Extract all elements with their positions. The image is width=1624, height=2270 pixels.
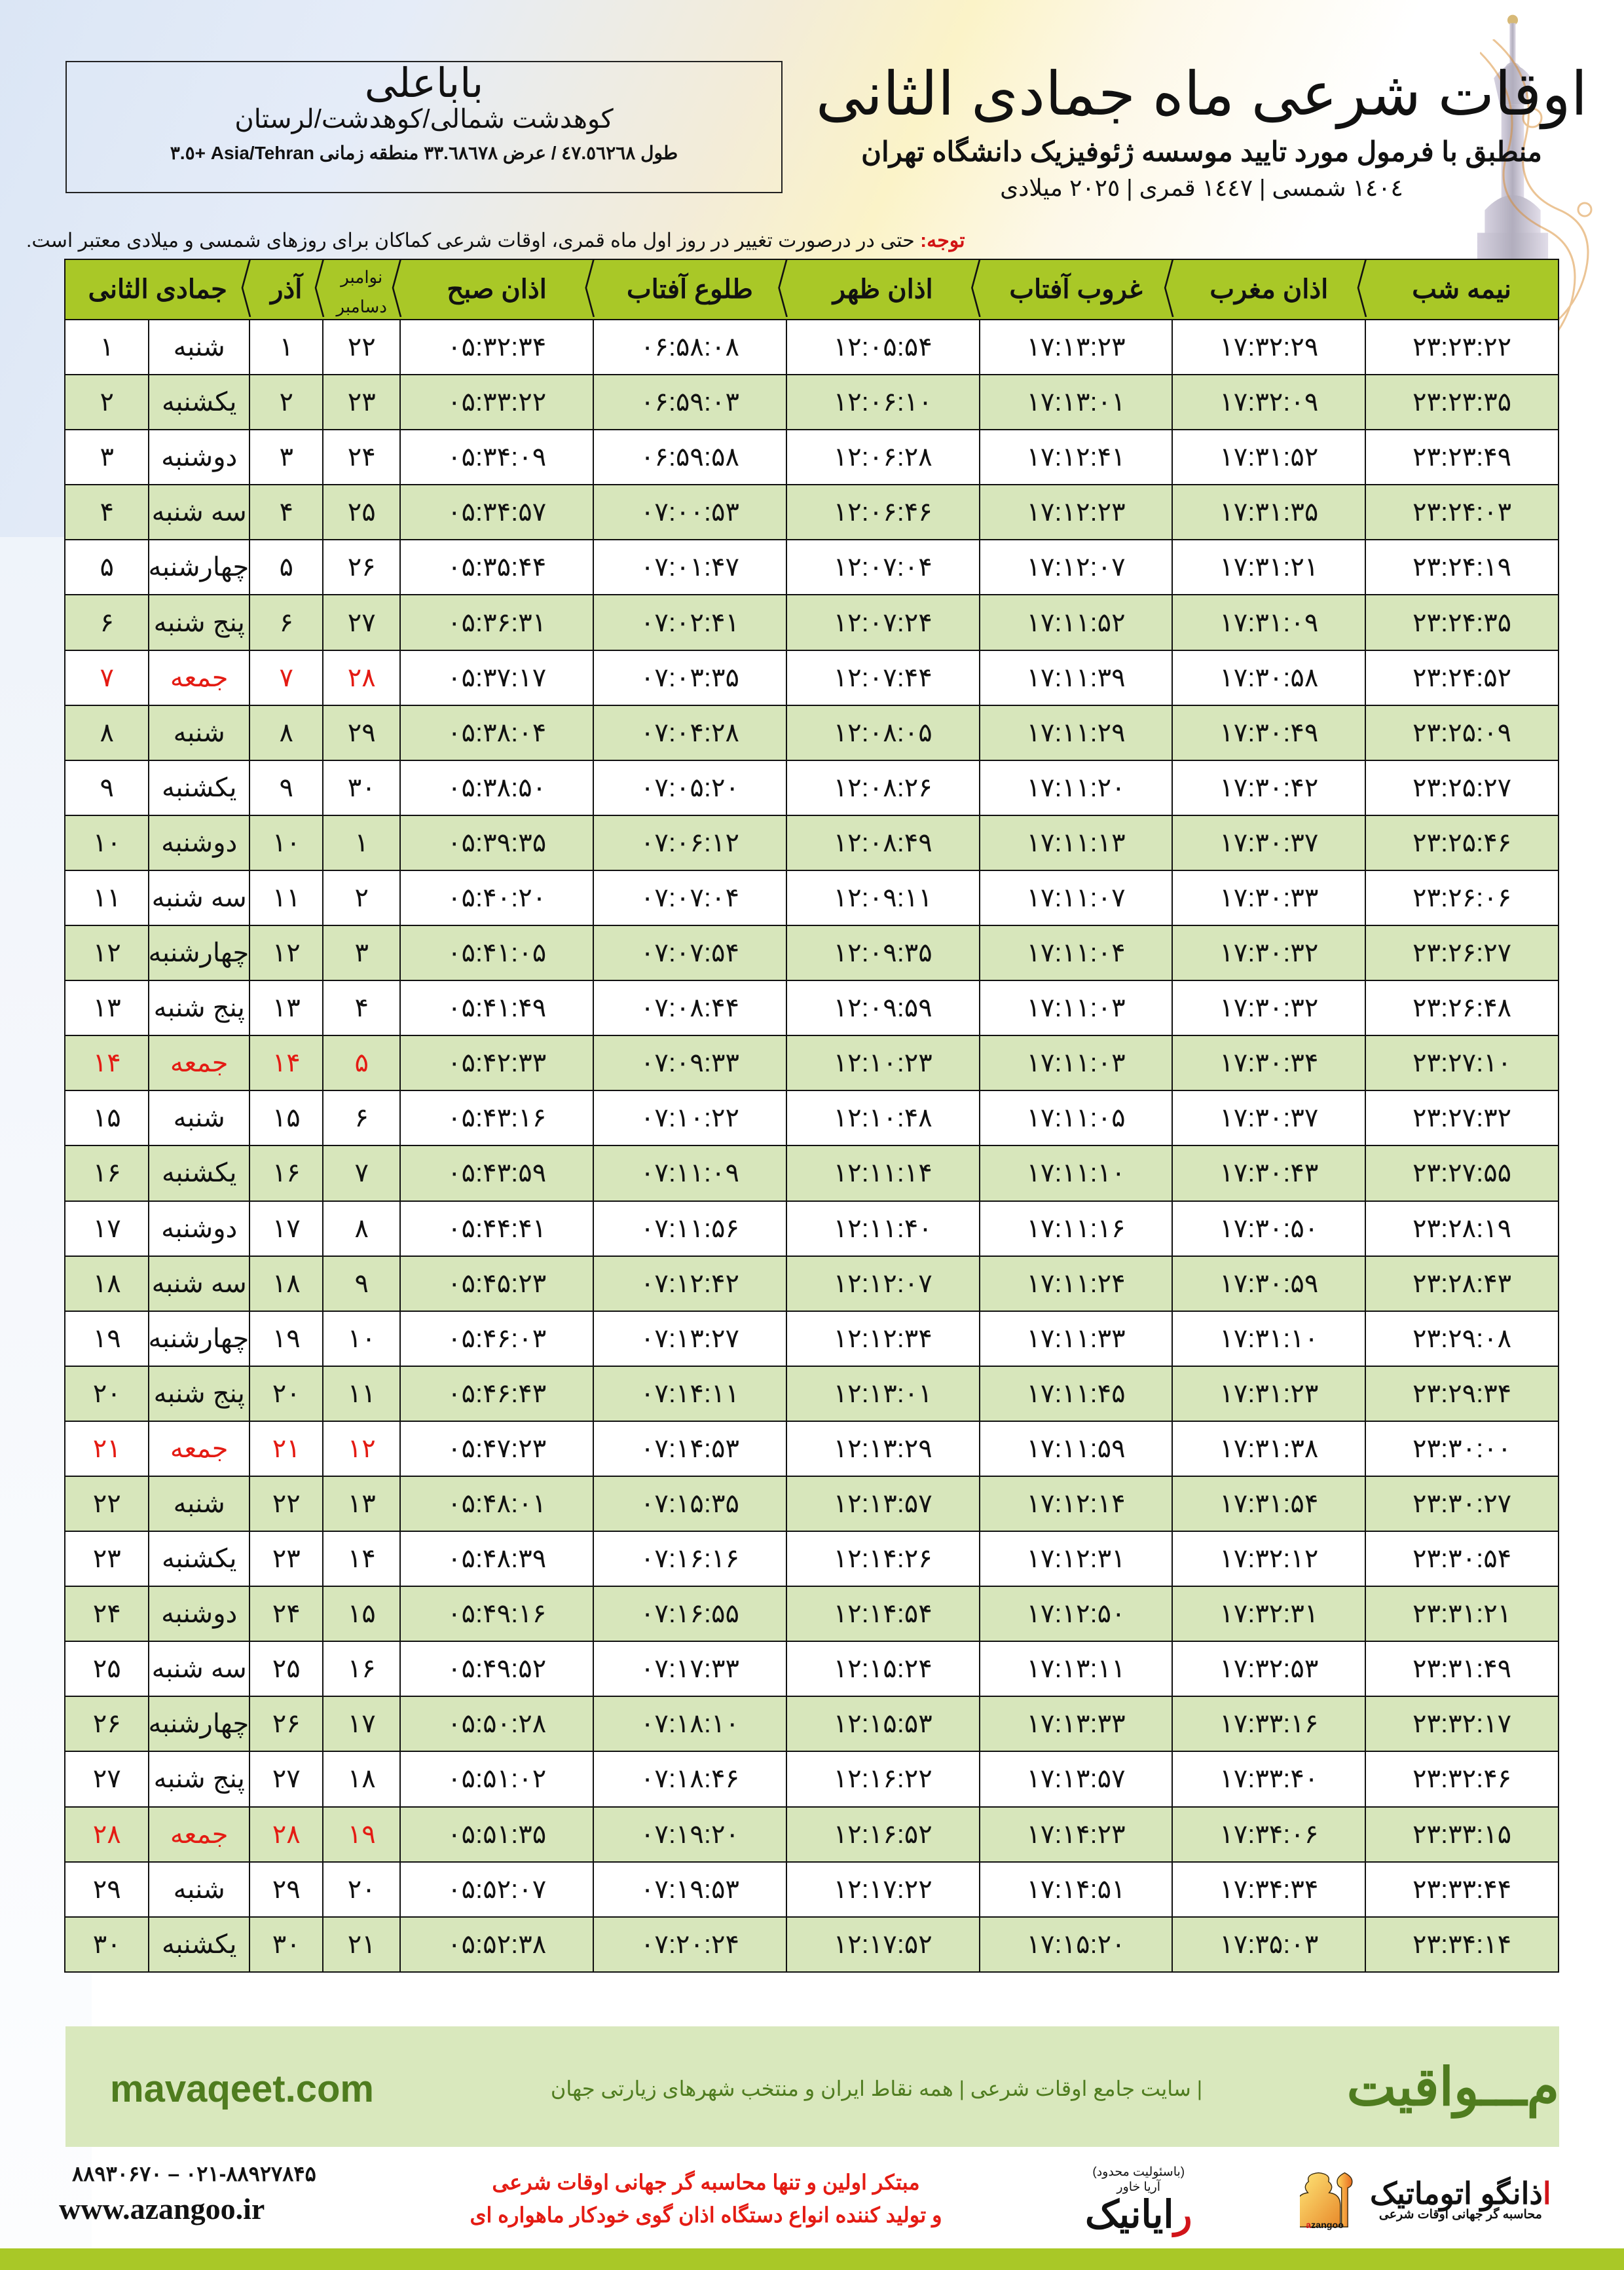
svg-text:azangoo: azangoo: [1306, 2220, 1344, 2230]
